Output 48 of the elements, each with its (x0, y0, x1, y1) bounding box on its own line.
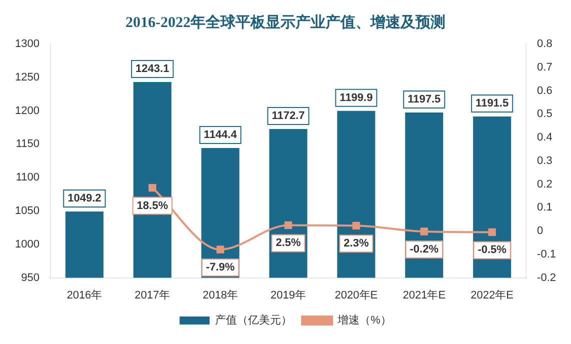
y-tick-label: 1100 (16, 172, 40, 184)
point (352, 222, 360, 230)
point (284, 221, 292, 230)
x-tick-label: 2017年 (134, 289, 170, 302)
y2-tick-label: 0.6 (537, 84, 552, 97)
y2-tick-label: 0.2 (537, 178, 552, 190)
data-label: 2.5% (276, 237, 302, 250)
data-label: -0.5% (478, 244, 507, 256)
point (148, 184, 156, 192)
x-tick-label: 2016年 (66, 289, 102, 302)
point (216, 246, 224, 254)
data-label: 1191.5 (476, 98, 509, 110)
y-tick-label: 1000 (14, 238, 40, 250)
data-label: 1144.4 (204, 128, 238, 141)
data-label: 1199.9 (340, 92, 373, 104)
y2-tick-label: 0.3 (537, 154, 552, 167)
y-tick-label: 1150 (16, 138, 40, 150)
data-label: 1243.1 (136, 63, 170, 76)
y-tick-label: 1050 (14, 205, 40, 218)
x-tick-label: 2022年E (470, 289, 514, 302)
y-tick-label: 1200 (14, 104, 40, 117)
y2-tick-label: 0 (537, 225, 544, 238)
y2-tick-label: 0.8 (537, 38, 552, 50)
data-label: -7.9% (206, 262, 235, 274)
legend-label: 产值（亿美元） (215, 314, 292, 327)
y-tick-label: 1250 (14, 71, 40, 84)
point (420, 228, 428, 236)
y2-tick-label: 0.4 (537, 132, 552, 144)
x-tick-label: 2019年 (270, 289, 306, 302)
data-label: 2.3% (344, 238, 369, 250)
x-tick-label: 2021年E (402, 289, 446, 302)
y2-tick-label: 0.7 (537, 61, 552, 74)
x-tick-label: 2018年 (202, 289, 238, 302)
y2-tick-label: 0.1 (537, 202, 552, 214)
y2-tick-label: 0.5 (537, 108, 552, 120)
legend-label: 增速（%） (336, 314, 392, 327)
data-label: 18.5% (136, 200, 168, 212)
y-tick-label: 950 (21, 272, 40, 284)
chart-title: 2016-2022年全球平板显示产业产值、增速及预测 (126, 14, 446, 31)
y-tick-label: 1300 (14, 38, 40, 50)
data-label: 1172.7 (272, 110, 305, 122)
data-label: -0.2% (410, 244, 439, 256)
data-label: 1049.2 (68, 192, 102, 205)
point (488, 228, 496, 236)
y2-tick-label: -0.1 (537, 248, 556, 260)
y2-tick-label: -0.2 (537, 272, 556, 284)
data-label: 1197.5 (408, 94, 441, 106)
x-tick-label: 2020年E (334, 289, 378, 302)
